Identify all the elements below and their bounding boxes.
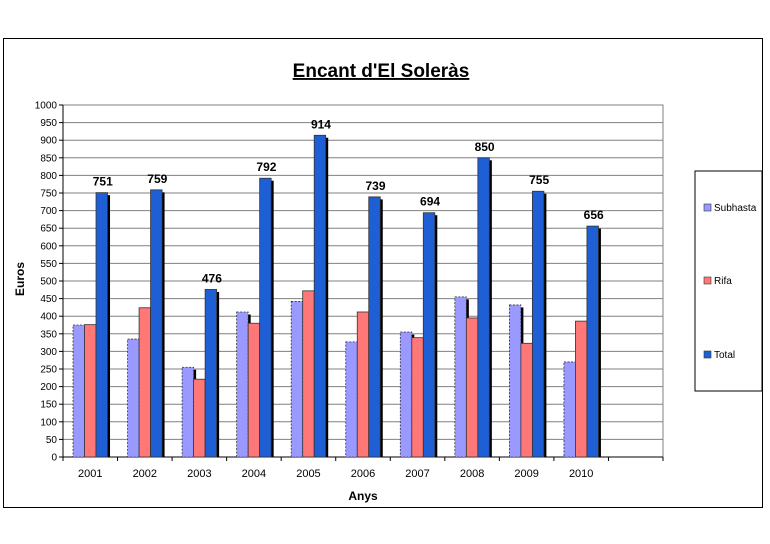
bar-rifa (138, 307, 151, 458)
y-tick-label: 250 (40, 365, 57, 376)
legend-swatch-total (703, 350, 712, 359)
y-tick-label: 700 (40, 206, 57, 217)
y-tick-label: 800 (40, 171, 57, 182)
legend-swatch-subhasta (703, 203, 712, 212)
data-label: 792 (256, 160, 276, 174)
chart-title: Encant d'El Soleràs (293, 61, 470, 82)
bar-subhasta (399, 331, 413, 458)
legend-label-subhasta: Subhasta (714, 203, 757, 214)
legend: Subhasta Rifa Total (694, 170, 763, 392)
y-tick-label: 150 (40, 400, 57, 411)
x-tick-label: 2009 (514, 468, 538, 480)
bar-subhasta (508, 304, 522, 458)
data-label: 850 (475, 140, 495, 154)
data-label: 656 (584, 208, 604, 222)
bar-rifa (411, 337, 424, 458)
plot-area: 0 50 100 150 200 250 300 350 400 450 500 550 600 650 7… (35, 101, 664, 480)
bar-total (422, 212, 436, 458)
legend-swatch-rifa (703, 276, 712, 285)
bar-total (313, 134, 327, 458)
data-label: 914 (311, 117, 331, 131)
x-tick-label: 2008 (460, 468, 484, 480)
legend-label-rifa: Rifa (714, 276, 732, 287)
y-tick-label: 550 (40, 259, 57, 270)
data-label: 476 (202, 271, 222, 285)
bar-subhasta (127, 338, 140, 458)
data-label: 759 (147, 172, 167, 186)
bar-subhasta (290, 301, 304, 458)
bar-total (204, 289, 218, 458)
bar-rifa (356, 311, 370, 458)
y-tick-label: 1000 (35, 101, 58, 112)
y-tick-label: 750 (40, 189, 57, 200)
bar-subhasta (181, 366, 195, 458)
x-tick-label: 2003 (187, 468, 211, 480)
y-tick-label: 300 (40, 347, 57, 358)
y-axis-label: Euros (13, 262, 27, 296)
bar-subhasta (563, 361, 576, 458)
bar-rifa (302, 290, 315, 458)
y-tick-label: 0 (51, 453, 57, 464)
x-tick-label: 2004 (242, 468, 266, 480)
y-tick-label: 950 (40, 118, 57, 129)
bar-total (150, 189, 163, 458)
x-tick-label: 2010 (569, 468, 593, 480)
y-tick-label: 400 (40, 312, 57, 323)
data-label: 739 (365, 179, 385, 193)
y-tick-label: 200 (40, 382, 57, 393)
bar-total (477, 157, 490, 458)
bar-total (531, 190, 545, 458)
data-label: 694 (420, 195, 440, 209)
bar-total (259, 177, 272, 458)
bar-total (368, 196, 381, 458)
bar-rifa (193, 378, 206, 458)
x-tick-label: 2002 (133, 468, 157, 480)
x-axis-label: Anys (348, 489, 378, 503)
y-tick-label: 50 (46, 435, 58, 446)
y-tick-label: 100 (40, 417, 57, 428)
bar-total (95, 192, 108, 458)
bar-rifa (84, 324, 97, 458)
bar-rifa (247, 322, 261, 458)
bar-subhasta (72, 324, 85, 458)
data-label: 755 (529, 173, 549, 187)
y-tick-label: 600 (40, 241, 57, 252)
bar-rifa (575, 320, 588, 458)
y-tick-label: 900 (40, 136, 57, 147)
bar-total (586, 225, 599, 458)
y-tick-label: 350 (40, 329, 57, 340)
legend-label-total: Total (714, 350, 735, 361)
x-tick-label: 2001 (78, 468, 102, 480)
x-tick-label: 2007 (405, 468, 429, 480)
bar-subhasta (236, 311, 249, 458)
chart-frame: Encant d'El Soleràs 0 50 100 150 200 250 300 35… (3, 38, 763, 508)
bar-rifa (465, 317, 479, 458)
y-tick-label: 650 (40, 224, 57, 235)
bar-subhasta (454, 296, 467, 458)
data-label: 751 (93, 175, 113, 189)
x-tick-label: 2005 (296, 468, 320, 480)
y-tick-label: 850 (40, 153, 57, 164)
bar-rifa (520, 342, 533, 458)
chart: Encant d'El Soleràs 0 50 100 150 200 250 300 35… (13, 61, 763, 503)
y-tick-label: 500 (40, 277, 57, 288)
x-tick-label: 2006 (351, 468, 375, 480)
y-tick-label: 450 (40, 294, 57, 305)
bar-subhasta (345, 341, 358, 458)
